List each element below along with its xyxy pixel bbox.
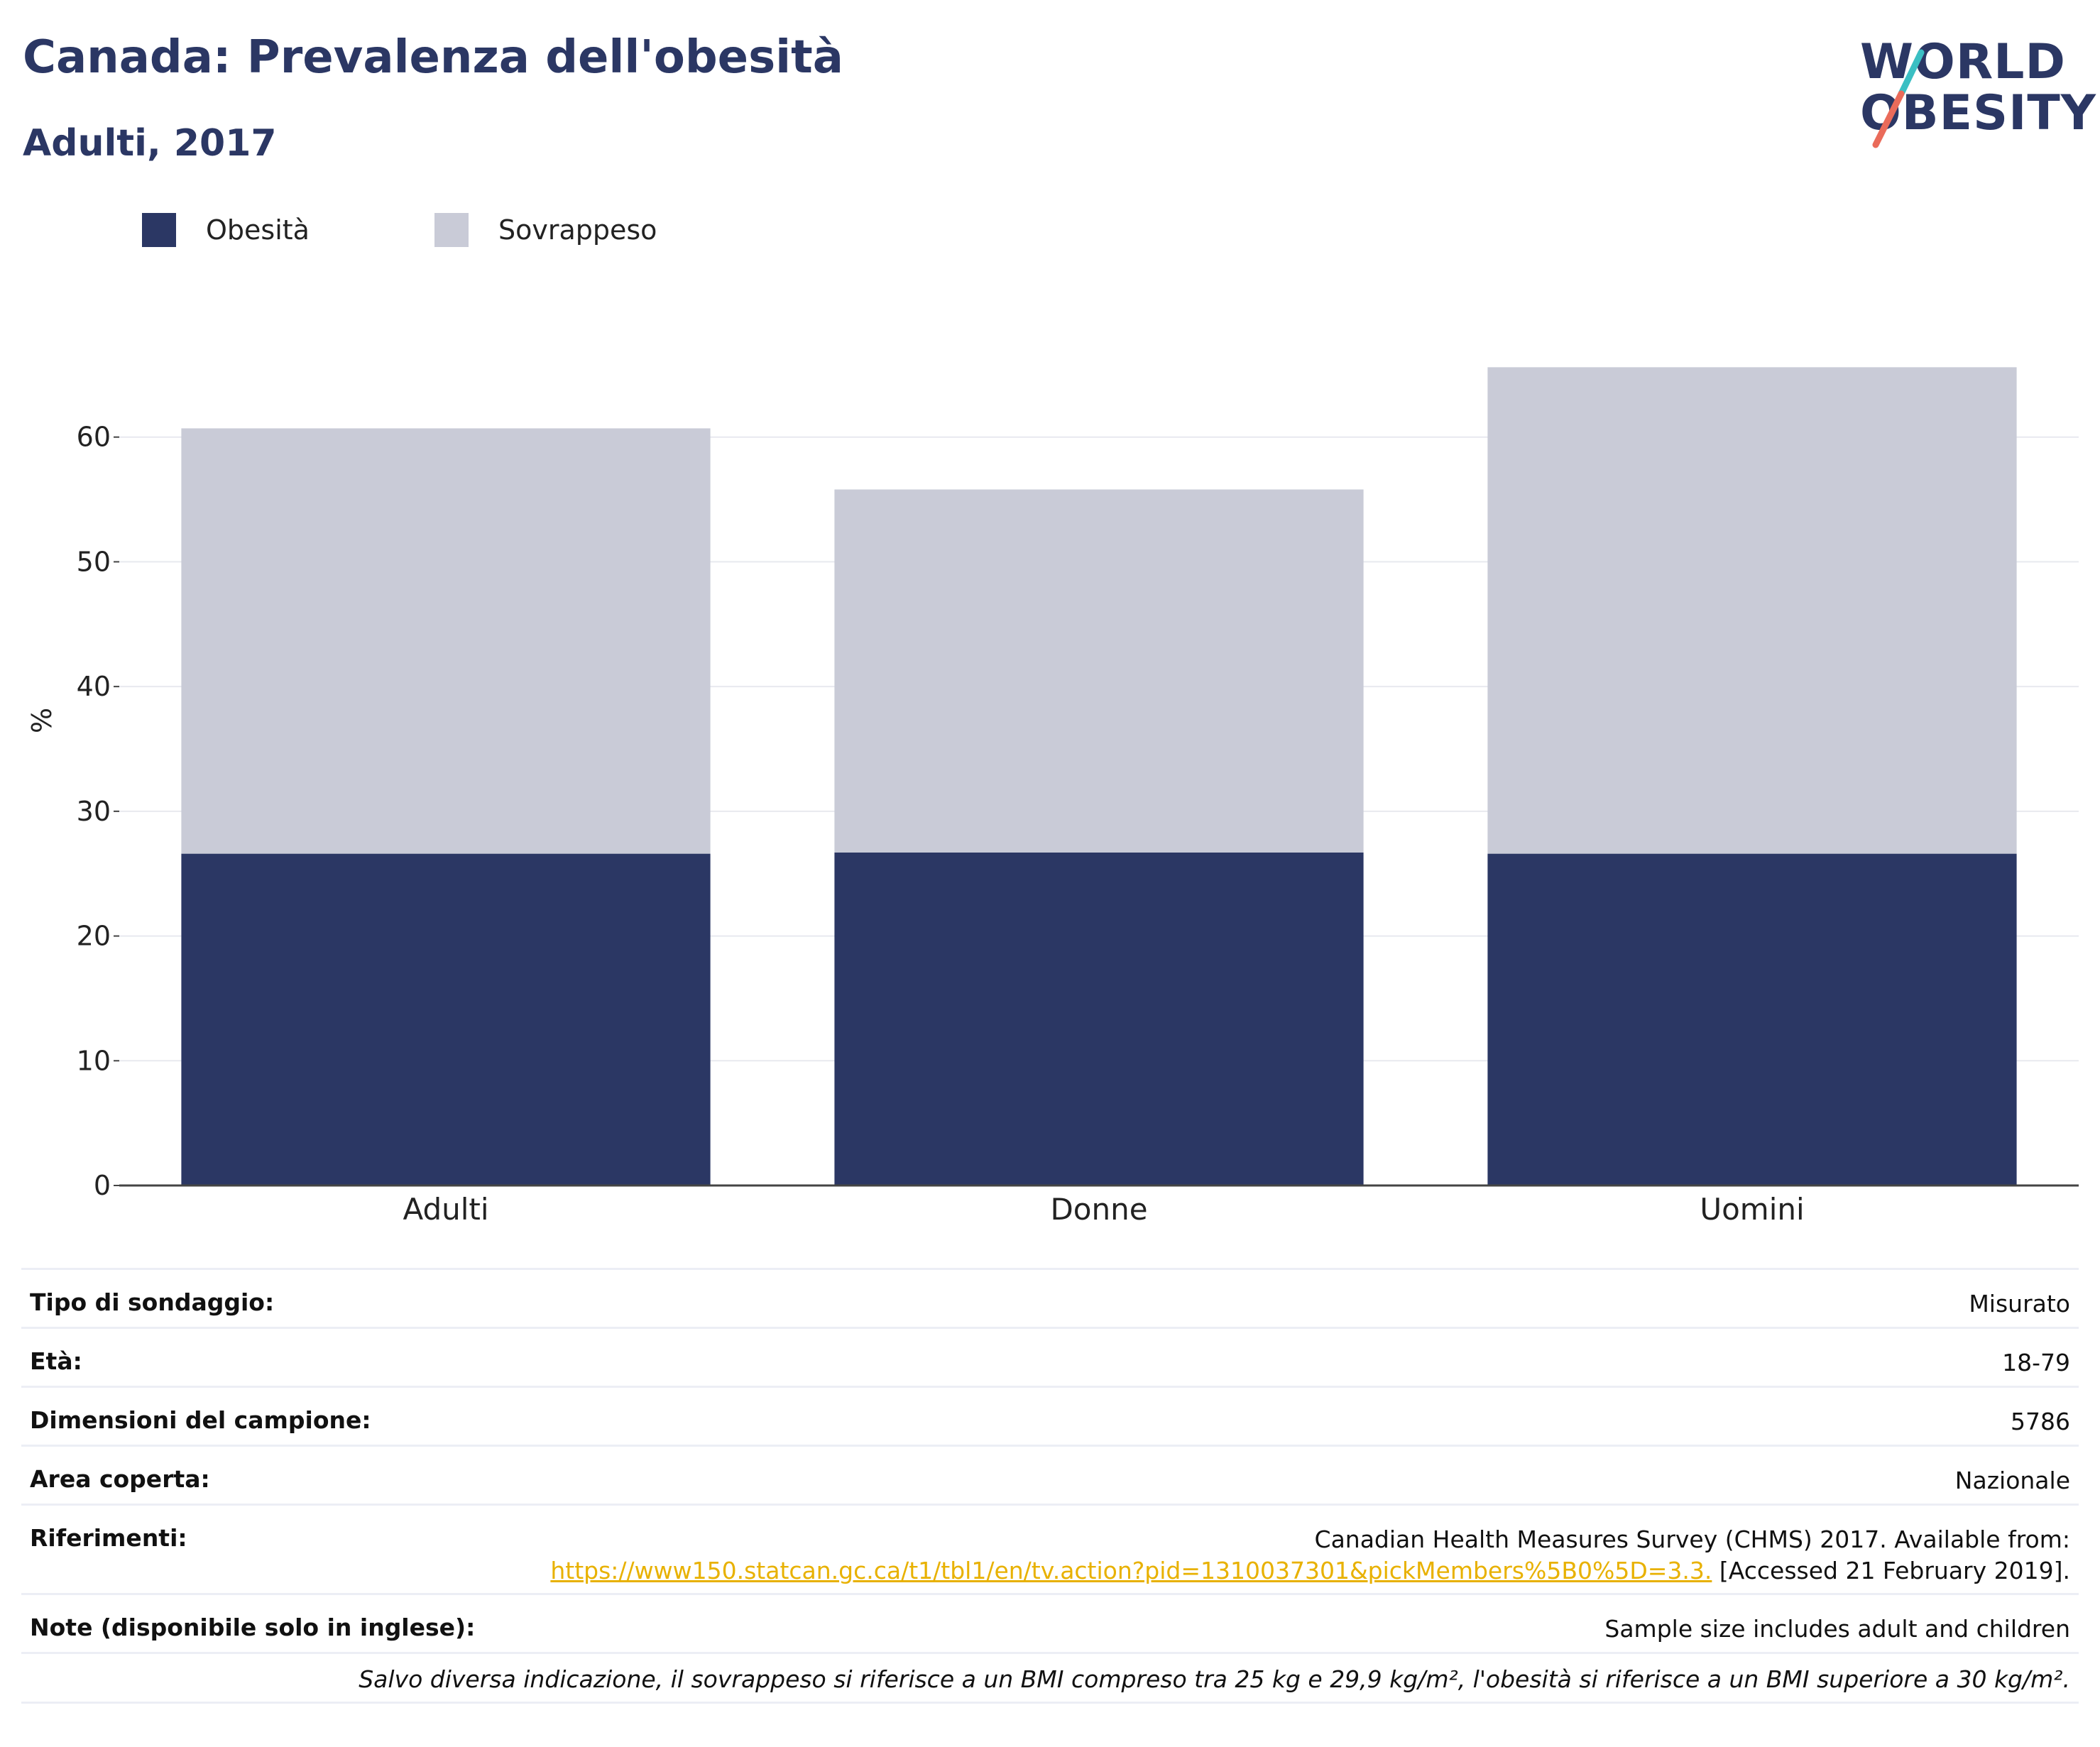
y-tick-label: 30 bbox=[77, 796, 111, 827]
references-link[interactable]: https://www150.statcan.gc.ca/t1/tbl1/en/… bbox=[550, 1557, 1712, 1584]
x-tick-label: Adulti bbox=[403, 1192, 488, 1227]
legend-item-overweight[interactable]: Sovrappeso bbox=[434, 212, 657, 248]
legend-label-overweight: Sovrappeso bbox=[498, 214, 657, 246]
y-tick-label: 0 bbox=[94, 1170, 111, 1201]
chart-subtitle: Adulti, 2017 bbox=[23, 122, 277, 165]
legend-label-obesity: Obesità bbox=[206, 214, 310, 246]
x-tick-label: Uomini bbox=[1700, 1192, 1804, 1227]
footnote-text: Salvo diversa indicazione, il sovrappeso… bbox=[359, 1665, 2070, 1693]
info-value-references: Canadian Health Measures Survey (CHMS) 2… bbox=[550, 1506, 2070, 1587]
info-label-references: Riferimenti: bbox=[30, 1524, 187, 1552]
chart-title: Canada: Prevalenza dell'obesità bbox=[23, 31, 843, 84]
info-row-references: Riferimenti: Canadian Health Measures Su… bbox=[21, 1504, 2079, 1593]
world-obesity-logo: WORLD OBESITY bbox=[1846, 31, 2096, 152]
info-row: Età: 18-79 bbox=[21, 1327, 2079, 1386]
info-value: 18-79 bbox=[2002, 1349, 2070, 1376]
legend-swatch-overweight bbox=[434, 213, 469, 247]
references-accessed: [Accessed 21 February 2019]. bbox=[1719, 1557, 2070, 1584]
info-table: Tipo di sondaggio: Misurato Età: 18-79 Dimen… bbox=[21, 1268, 2079, 1704]
legend-swatch-obesity bbox=[142, 213, 176, 247]
info-table-bottom-border bbox=[21, 1702, 2079, 1704]
info-label: Area coperta: bbox=[30, 1465, 210, 1493]
y-axis-label: % bbox=[26, 708, 58, 733]
info-label: Età: bbox=[30, 1347, 82, 1375]
bar-obesity-donne bbox=[834, 852, 1364, 1185]
bar-chart: 0 10 20 30 40 50 60% Adulti Donne Uomini bbox=[26, 367, 2079, 1227]
info-label: Tipo di sondaggio: bbox=[30, 1288, 275, 1316]
info-row: Tipo di sondaggio: Misurato bbox=[21, 1268, 2079, 1327]
y-tick-label: 40 bbox=[77, 671, 111, 702]
bar-overweight-donne bbox=[834, 489, 1364, 853]
info-value: 5786 bbox=[2011, 1408, 2070, 1435]
bar-overweight-adulti bbox=[181, 428, 711, 854]
info-row: Area coperta: Nazionale bbox=[21, 1445, 2079, 1504]
info-row: Dimensioni del campione: 5786 bbox=[21, 1386, 2079, 1445]
y-tick-label: 50 bbox=[77, 546, 111, 577]
info-value: Misurato bbox=[1969, 1290, 2070, 1318]
y-tick-label: 60 bbox=[77, 422, 111, 453]
bar-obesity-adulti bbox=[181, 853, 711, 1185]
info-row-notes: Note (disponibile solo in inglese): Samp… bbox=[21, 1593, 2079, 1652]
info-label: Dimensioni del campione: bbox=[30, 1406, 371, 1434]
info-value: Nazionale bbox=[1954, 1467, 2070, 1494]
logo-slash-icon bbox=[1872, 49, 1925, 148]
info-label-notes: Note (disponibile solo in inglese): bbox=[30, 1614, 476, 1641]
x-tick-label: Donne bbox=[1050, 1192, 1147, 1227]
info-value-notes: Sample size includes adult and children bbox=[1604, 1615, 2070, 1643]
logo-word-world: WORLD bbox=[1860, 34, 2066, 90]
references-text: Canadian Health Measures Survey (CHMS) 2… bbox=[1314, 1526, 2070, 1553]
bar-overweight-uomini bbox=[1487, 367, 2017, 854]
info-row-footnote: Salvo diversa indicazione, il sovrappeso… bbox=[21, 1652, 2079, 1702]
y-tick-label: 20 bbox=[77, 921, 111, 952]
bar-obesity-uomini bbox=[1487, 853, 2017, 1185]
legend-item-obesity[interactable]: Obesità bbox=[142, 212, 310, 248]
y-tick-label: 10 bbox=[77, 1045, 111, 1076]
